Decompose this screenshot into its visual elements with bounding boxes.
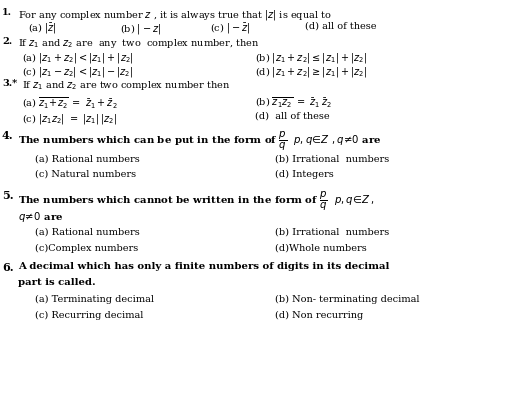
Text: The numbers which can be put in the form of $\dfrac{p}{q}$  $p, q\!\in\!Z\ ,q\!\: The numbers which can be put in the form…: [18, 130, 382, 153]
Text: 4.: 4.: [2, 130, 14, 141]
Text: part is called.: part is called.: [18, 278, 95, 287]
Text: (c) $|z_1-z_2| < |z_1|-|z_2|$: (c) $|z_1-z_2| < |z_1|-|z_2|$: [22, 65, 133, 79]
Text: (d) Non recurring: (d) Non recurring: [275, 311, 363, 320]
Text: (a) Rational numbers: (a) Rational numbers: [35, 155, 140, 164]
Text: (a) $|z_1+z_2| < |z_1|+|z_2|$: (a) $|z_1+z_2| < |z_1|+|z_2|$: [22, 51, 134, 65]
Text: (d) $|z_1+z_2| \geq |z_1|+|z_2|$: (d) $|z_1+z_2| \geq |z_1|+|z_2|$: [255, 65, 367, 79]
Text: (a) Terminating decimal: (a) Terminating decimal: [35, 295, 154, 304]
Text: 3.*: 3.*: [2, 79, 17, 88]
Text: (d)Whole numbers: (d)Whole numbers: [275, 244, 367, 253]
Text: If $z_1$ and $z_2$ are two complex number then: If $z_1$ and $z_2$ are two complex numbe…: [22, 79, 230, 92]
Text: The numbers which cannot be written in the form of $\dfrac{p}{q}$  $p, q\!\in\!Z: The numbers which cannot be written in t…: [18, 190, 374, 213]
Text: $q\!\neq\!0$ are: $q\!\neq\!0$ are: [18, 210, 64, 224]
Text: A decimal which has only a finite numbers of digits in its decimal: A decimal which has only a finite number…: [18, 262, 389, 271]
Text: (c) Recurring decimal: (c) Recurring decimal: [35, 311, 143, 320]
Text: (d)  all of these: (d) all of these: [255, 112, 330, 121]
Text: (b) Irrational  numbers: (b) Irrational numbers: [275, 155, 389, 164]
Text: For any complex number $z$ , it is always true that $|z|$ is equal to: For any complex number $z$ , it is alway…: [18, 8, 332, 22]
Text: 2.: 2.: [2, 37, 12, 46]
Text: (b) Irrational  numbers: (b) Irrational numbers: [275, 228, 389, 237]
Text: (c) Natural numbers: (c) Natural numbers: [35, 170, 136, 179]
Text: (b) $|z_1+z_2| \leq |z_1|+|z_2|$: (b) $|z_1+z_2| \leq |z_1|+|z_2|$: [255, 51, 367, 65]
Text: If $z_1$ and $z_2$ are  any  two  complex number, then: If $z_1$ and $z_2$ are any two complex n…: [18, 37, 259, 50]
Text: (d) all of these: (d) all of these: [305, 22, 377, 31]
Text: (d) Integers: (d) Integers: [275, 170, 334, 179]
Text: (b) $|-z|$: (b) $|-z|$: [120, 22, 161, 36]
Text: 5.: 5.: [2, 190, 14, 201]
Text: (b) Non- terminating decimal: (b) Non- terminating decimal: [275, 295, 420, 304]
Text: (c) $|-\bar{z}|$: (c) $|-\bar{z}|$: [210, 22, 250, 36]
Text: (a) $\overline{z_1\!+\!z_2}\ =\ \bar{z}_1+\bar{z}_2$: (a) $\overline{z_1\!+\!z_2}\ =\ \bar{z}_…: [22, 96, 118, 111]
Text: (a) Rational numbers: (a) Rational numbers: [35, 228, 140, 237]
Text: 1.: 1.: [2, 8, 12, 17]
Text: (c) $|z_1 z_2|\ =\ |z_1|\,|z_2|$: (c) $|z_1 z_2|\ =\ |z_1|\,|z_2|$: [22, 112, 118, 126]
Text: (c)Complex numbers: (c)Complex numbers: [35, 244, 138, 253]
Text: 6.: 6.: [2, 262, 14, 273]
Text: (b) $\overline{z_1 z_2}\ =\ \bar{z}_1\,\bar{z}_2$: (b) $\overline{z_1 z_2}\ =\ \bar{z}_1\,\…: [255, 96, 332, 110]
Text: (a) $| \bar{z} |$: (a) $| \bar{z} |$: [28, 22, 57, 36]
